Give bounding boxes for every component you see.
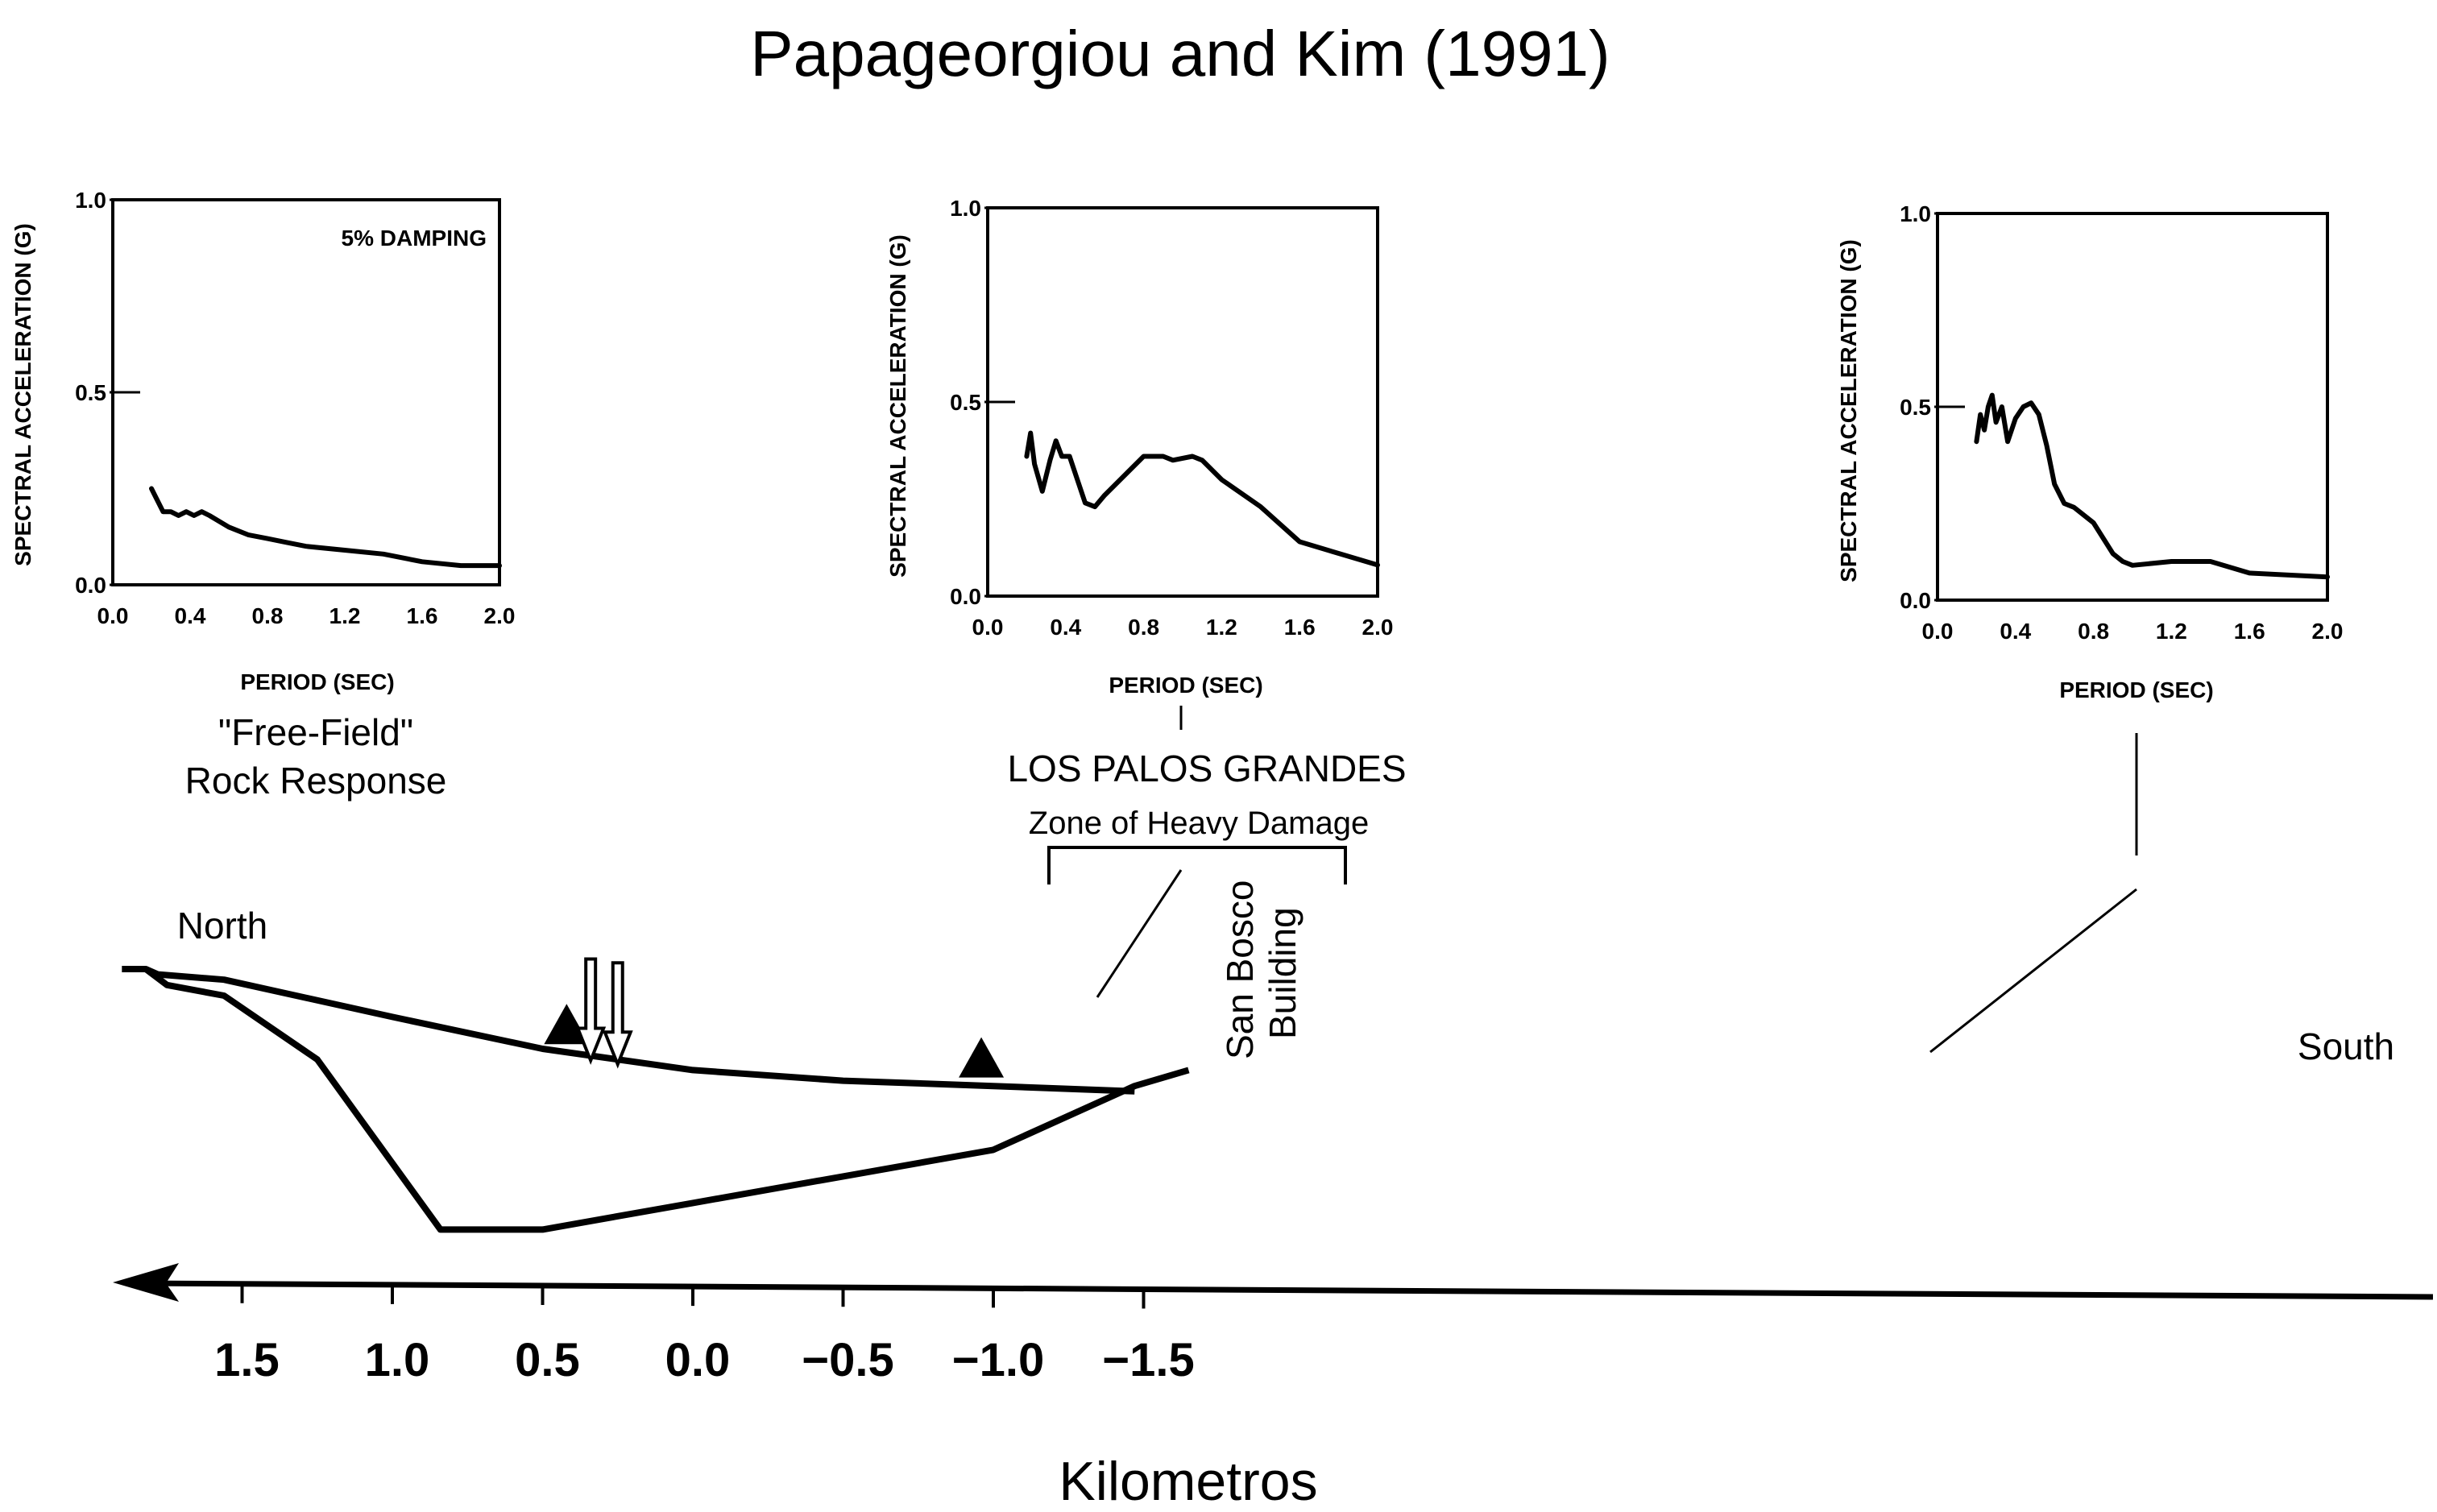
y-tick-label: 0.0 — [75, 573, 106, 598]
distance-tick-label: −0.5 — [802, 1334, 894, 1386]
north-label: North — [177, 905, 267, 947]
y-tick-label: 0.5 — [950, 390, 981, 415]
south-label: South — [2298, 1025, 2394, 1067]
building-label-line-1: San Bosco — [1219, 880, 1261, 1059]
x-tick-label: 0.8 — [2078, 619, 2109, 644]
x-axis-label: PERIOD (SEC) — [2059, 677, 2213, 702]
plot-frame — [986, 206, 1379, 598]
zone-bracket — [1047, 846, 1347, 884]
y-tick-label: 1.0 — [1900, 201, 1931, 226]
station-markers — [544, 957, 1005, 1078]
x-tick-label: 2.0 — [2312, 619, 2344, 644]
x-axis-label: PERIOD (SEC) — [240, 669, 394, 694]
spectrum-panel-south: 0.0 0.5 1.0 0.0 0.4 0.8 1.2 1.6 2.0 SPECTRAL AC… — [1836, 201, 2343, 702]
x-tick-label: 0.4 — [2000, 619, 2031, 644]
leader-to-south-station — [1929, 888, 2137, 1054]
y-tick-label: 1.0 — [950, 196, 981, 221]
y-axis-label: SPECTRAL ACCELERATION (G) — [885, 234, 910, 578]
x-axis-ticks: 0.0 0.4 0.8 1.2 1.6 2.0 — [972, 615, 1394, 640]
distance-tick-label: 1.0 — [365, 1334, 430, 1386]
figure-title: Papageorgiou and Kim (1991) — [750, 18, 1610, 89]
spectrum-panel-rock: 0.00.51.0 0.0 0.4 0.8 1.2 1.6 2.0 5% DAMPING … — [10, 188, 515, 802]
panel-annotation: 5% DAMPING — [342, 226, 487, 251]
basin-bottom-profile — [143, 966, 1190, 1233]
spectrum-curve — [1974, 392, 2330, 580]
spectrum-curve — [149, 486, 502, 569]
distance-tick-label: −1.0 — [952, 1334, 1045, 1386]
distance-axis: 1.5 1.0 0.5 0.0 −0.5 −1.0 −1.5 Kilometros — [113, 1263, 2434, 1512]
x-tick-label: 2.0 — [484, 603, 516, 628]
location-label: LOS PALOS GRANDES — [1007, 748, 1406, 789]
x-axis-label: PERIOD (SEC) — [1109, 673, 1262, 698]
y-tick-label: 0.5 — [75, 380, 106, 405]
distance-tick-label: −1.5 — [1102, 1334, 1195, 1386]
distance-tick-label: 0.0 — [665, 1334, 731, 1386]
building-arrow-marker — [602, 961, 633, 1069]
y-axis-label: SPECTRAL ACCELERATION (G) — [1836, 239, 1861, 582]
distance-tick-label: 0.5 — [515, 1334, 580, 1386]
basin-section: North South — [122, 905, 2394, 1233]
x-tick-label: 1.6 — [2234, 619, 2265, 644]
x-axis-ticks: 0.0 0.4 0.8 1.2 1.6 2.0 — [1922, 619, 2344, 644]
x-tick-label: 2.0 — [1362, 615, 1394, 640]
building-arrow-marker — [575, 957, 607, 1065]
y-tick-label: 0.0 — [1900, 588, 1931, 613]
y-tick-label: 0.5 — [1900, 395, 1931, 420]
x-tick-label: 0.8 — [252, 603, 284, 628]
distance-axis-ticks: 1.5 1.0 0.5 0.0 −0.5 −1.0 −1.5 — [214, 1283, 1195, 1386]
y-axis-ticks: 0.0 0.5 1.0 — [75, 188, 140, 598]
x-tick-label: 0.4 — [1050, 615, 1081, 640]
y-axis-ticks: 0.0 0.5 1.0 — [950, 196, 1015, 609]
plot-frame — [111, 198, 501, 586]
x-tick-label: 1.2 — [329, 603, 361, 628]
y-axis-ticks: 0.0 0.5 1.0 — [1900, 201, 1965, 613]
distance-tick-label: 1.5 — [214, 1334, 280, 1386]
spectrum-panel-palos-grandes: 0.0 0.5 1.0 0.0 0.4 0.8 1.2 1.6 2.0 SPECTRAL AC… — [885, 196, 1393, 698]
x-tick-label: 1.2 — [1206, 615, 1237, 640]
leader-to-palos-station — [1096, 869, 1183, 998]
y-axis-label: SPECTRAL ACCELERATION (G) — [10, 223, 35, 566]
panel-caption-line-2: Rock Response — [185, 760, 447, 802]
x-tick-label: 0.0 — [97, 603, 129, 628]
x-tick-label: 1.2 — [2156, 619, 2187, 644]
x-tick-label: 0.0 — [1922, 619, 1954, 644]
distance-axis-line — [136, 1280, 2434, 1300]
station-triangle-marker — [544, 1004, 590, 1045]
x-tick-label: 1.6 — [1284, 615, 1316, 640]
distance-axis-label: Kilometros — [1059, 1451, 1317, 1512]
x-tick-label: 0.4 — [175, 603, 206, 628]
station-triangle-marker — [959, 1037, 1005, 1078]
x-tick-label: 1.6 — [407, 603, 438, 628]
spectrum-curve — [1024, 430, 1380, 568]
zone-label: Zone of Heavy Damage — [1029, 806, 1369, 841]
x-axis-ticks: 0.0 0.4 0.8 1.2 1.6 2.0 — [97, 603, 516, 628]
x-tick-label: 0.8 — [1128, 615, 1159, 640]
y-tick-label: 0.0 — [950, 584, 981, 609]
x-tick-label: 0.0 — [972, 615, 1004, 640]
panel-caption-line-1: "Free-Field" — [218, 711, 413, 753]
building-label-line-2: Building — [1262, 907, 1303, 1039]
y-tick-label: 1.0 — [75, 188, 106, 213]
distance-axis-arrowhead — [113, 1263, 179, 1302]
